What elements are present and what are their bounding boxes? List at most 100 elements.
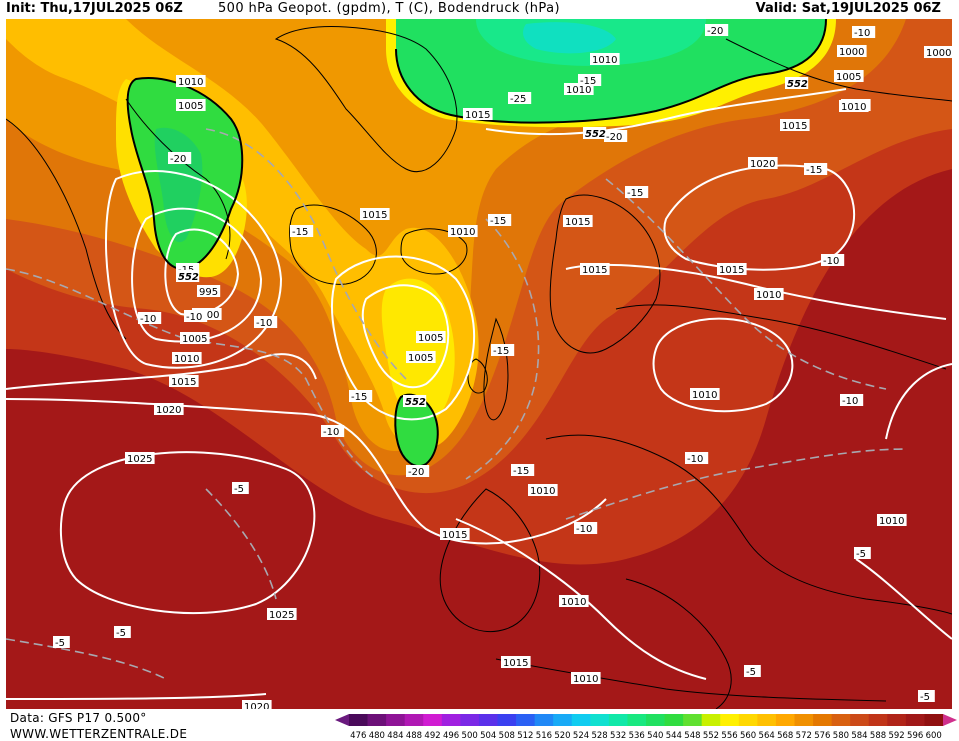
- legend-value: 592: [888, 731, 904, 741]
- legend-swatch: [738, 714, 758, 726]
- pressure-labels: 1010 1005 995 1000 1005 1010 1015 1020 1025 1025 1…: [125, 45, 952, 709]
- svg-text:995: 995: [199, 287, 218, 298]
- temperature-label: -15: [290, 225, 314, 238]
- svg-text:1010: 1010: [692, 390, 717, 401]
- geopotential-label: 552: [403, 395, 427, 408]
- legend-swatch: [349, 714, 368, 726]
- geopotential-shading: [6, 19, 952, 709]
- pressure-label: 1015: [463, 108, 493, 121]
- legend-labels: 476 480 484 488 492 496 500 504 508 512 516 520 524 5…: [350, 731, 942, 741]
- svg-text:1010: 1010: [561, 597, 586, 608]
- svg-text:-5: -5: [920, 692, 930, 703]
- temperature-label: -20: [406, 465, 430, 478]
- legend-value: 532: [610, 731, 626, 741]
- legend-swatch: [571, 714, 591, 726]
- temperature-label: -10: [852, 26, 876, 39]
- temperature-label: -10: [840, 394, 864, 407]
- temperature-label: -15: [578, 74, 602, 87]
- coastlines: [6, 26, 952, 709]
- legend-value: 516: [536, 731, 552, 741]
- pressure-label: 1015: [501, 656, 531, 669]
- svg-text:-20: -20: [408, 467, 424, 478]
- pressure-label: 1015: [717, 263, 747, 276]
- svg-text:1020: 1020: [750, 159, 775, 170]
- svg-text:1015: 1015: [782, 121, 807, 132]
- legend-value: 508: [499, 731, 515, 741]
- temperature-label: -5: [232, 482, 249, 495]
- pressure-label: 1005: [416, 331, 446, 344]
- pressure-label: 1010: [754, 288, 784, 301]
- legend-value: 512: [517, 731, 533, 741]
- pressure-label: 1020: [748, 157, 778, 170]
- legend-value: 520: [554, 731, 570, 741]
- legend-value: 500: [462, 731, 478, 741]
- geopotential-labels: 552 552 552 552: [176, 77, 809, 408]
- legend-value: 596: [907, 731, 923, 741]
- legend-value: 504: [480, 731, 496, 741]
- svg-text:1005: 1005: [408, 353, 433, 364]
- legend-swatch: [757, 714, 777, 726]
- legend-swatch: [775, 714, 795, 726]
- legend-swatch: [887, 714, 907, 726]
- temperature-label: -20: [168, 152, 192, 165]
- legend-swatch: [608, 714, 628, 726]
- svg-text:1000: 1000: [839, 47, 864, 58]
- legend-swatch: [627, 714, 647, 726]
- legend-value: 552: [703, 731, 719, 741]
- svg-text:1020: 1020: [156, 405, 181, 416]
- svg-text:-10: -10: [576, 524, 592, 535]
- svg-text:-15: -15: [580, 76, 596, 87]
- pressure-label: 1010: [877, 514, 907, 527]
- init-time: Init: Thu,17JUL2025 06Z: [6, 1, 183, 16]
- temperature-label: -5: [744, 665, 761, 678]
- legend-arrow-right: [943, 714, 957, 726]
- temperature-label: -5: [114, 626, 131, 639]
- legend-swatch: [701, 714, 721, 726]
- svg-text:1010: 1010: [450, 227, 475, 238]
- svg-text:1015: 1015: [582, 265, 607, 276]
- svg-text:1005: 1005: [178, 101, 203, 112]
- pressure-label: 1010: [590, 53, 620, 66]
- pressure-label: 1025: [267, 608, 297, 621]
- pressure-label: 1005: [180, 332, 210, 345]
- svg-text:-20: -20: [170, 154, 186, 165]
- legend-swatch: [720, 714, 740, 726]
- legend-value: 556: [721, 731, 737, 741]
- temperature-label: -15: [491, 344, 515, 357]
- legend-swatch: [590, 714, 610, 726]
- svg-text:-10: -10: [140, 314, 156, 325]
- legend-swatch: [868, 714, 888, 726]
- legend-value: 484: [387, 731, 403, 741]
- legend-swatch: [478, 714, 498, 726]
- geopotential-label: 552: [176, 270, 200, 283]
- legend-value: 528: [591, 731, 607, 741]
- legend-value: 584: [851, 731, 867, 741]
- legend-arrow-left: [335, 714, 349, 726]
- svg-text:1010: 1010: [592, 55, 617, 66]
- svg-text:1010: 1010: [530, 486, 555, 497]
- svg-text:1020: 1020: [244, 702, 269, 709]
- legend-swatch: [683, 714, 703, 726]
- weather-map-canvas: 1010 1005 995 1000 1005 1010 1015 1020 1025 1025 1…: [6, 19, 952, 709]
- legend-swatch: [905, 714, 925, 726]
- pressure-label: 1015: [440, 528, 470, 541]
- legend-value: 580: [833, 731, 849, 741]
- pressure-label: 1015: [360, 208, 390, 221]
- legend-value: 480: [369, 731, 385, 741]
- legend-swatch: [664, 714, 684, 726]
- temperature-label: -10: [184, 310, 208, 323]
- weather-map: 1010 1005 995 1000 1005 1010 1015 1020 1025 1025 1…: [6, 19, 952, 709]
- temperature-label: -15: [511, 464, 535, 477]
- legend-swatch: [646, 714, 665, 726]
- svg-text:552: 552: [787, 79, 808, 90]
- temperature-label: -10: [821, 254, 845, 267]
- temperature-label: -15: [488, 214, 512, 227]
- svg-text:-10: -10: [256, 318, 272, 329]
- svg-text:1015: 1015: [362, 210, 387, 221]
- svg-text:1005: 1005: [418, 333, 443, 344]
- legend-value: 496: [443, 731, 459, 741]
- temperature-label: -10: [321, 425, 345, 438]
- svg-text:1010: 1010: [566, 85, 591, 96]
- website-credit: WWW.WETTERZENTRALE.DE: [10, 727, 188, 741]
- legend-swatch: [794, 714, 814, 726]
